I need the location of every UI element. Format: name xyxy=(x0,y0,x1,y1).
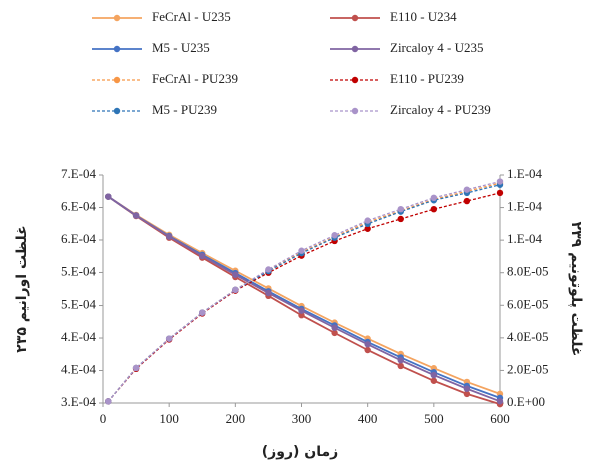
x-tick-label: 300 xyxy=(292,411,312,426)
data-point xyxy=(265,289,272,297)
data-point xyxy=(463,186,471,193)
data-point xyxy=(430,194,438,201)
y2-tick-label: 0.E+00 xyxy=(507,394,545,409)
data-point xyxy=(364,346,371,354)
legend-marker xyxy=(351,14,359,22)
legend-marker xyxy=(351,107,359,115)
legend-marker xyxy=(113,45,121,53)
x-tick-label: 400 xyxy=(358,411,378,426)
data-point xyxy=(397,215,404,223)
data-point xyxy=(430,371,438,379)
series-line xyxy=(107,192,501,402)
y2-tick-label: 1.E-04 xyxy=(507,231,543,246)
data-point xyxy=(165,233,173,240)
x-tick-label: 500 xyxy=(424,411,444,426)
legend-label: M5 - U235 xyxy=(152,40,210,55)
legend-label: FeCrAl - U235 xyxy=(152,9,231,24)
legend-label: E110 - PU239 xyxy=(390,71,464,86)
data-point xyxy=(496,189,504,197)
data-point xyxy=(132,212,140,219)
y-axis-title: غلظت اورانیم ۲۳۵ xyxy=(14,225,30,352)
data-point xyxy=(331,232,338,239)
data-point xyxy=(265,266,272,273)
data-point xyxy=(496,398,504,405)
data-point xyxy=(430,206,438,213)
y2-tick-label: 4.0E-05 xyxy=(507,329,549,344)
y2-tick-label: 8.0E-05 xyxy=(507,264,549,279)
data-point xyxy=(397,362,404,370)
y-tick-label: 7.E-04 xyxy=(61,166,97,181)
y-tick-label: 6.E-04 xyxy=(61,198,97,213)
series-line xyxy=(107,195,501,405)
data-point xyxy=(364,225,371,232)
legend-marker xyxy=(113,14,121,22)
series-line xyxy=(107,195,501,395)
legend-marker xyxy=(113,107,121,115)
series-line xyxy=(107,180,501,402)
data-point xyxy=(364,341,371,348)
legend-marker xyxy=(351,45,359,53)
x-tick-label: 200 xyxy=(226,411,246,426)
data-point xyxy=(165,335,173,342)
y2-tick-label: 1.E-04 xyxy=(507,199,543,214)
data-point xyxy=(463,197,471,205)
data-point xyxy=(298,247,305,254)
y-tick-label: 3.E-04 xyxy=(61,394,97,409)
data-point xyxy=(199,252,206,260)
x-tick-label: 100 xyxy=(159,411,179,426)
data-point xyxy=(364,217,371,224)
legend-label: FeCrAl - PU239 xyxy=(152,71,238,86)
x-axis-title: زمان (روز) xyxy=(262,444,338,460)
y-tick-label: 4.E-04 xyxy=(61,361,97,376)
x-tick-label: 600 xyxy=(490,411,510,426)
series-line xyxy=(107,184,501,402)
data-point xyxy=(496,178,504,185)
data-point xyxy=(463,390,471,398)
y-tick-label: 5.E-04 xyxy=(61,263,97,278)
data-point xyxy=(298,312,305,319)
y2-axis-title: غلظت پلوتونیم ۲۳۹ xyxy=(568,222,584,357)
data-point xyxy=(331,329,338,337)
data-point xyxy=(105,398,112,405)
legend-label: Zircaloy 4 - PU239 xyxy=(390,102,491,117)
data-point xyxy=(463,385,471,392)
legend-label: Zircaloy 4 - U235 xyxy=(390,40,484,55)
y2-tick-label: 2.0E-05 xyxy=(507,361,549,376)
data-point xyxy=(331,324,338,331)
data-point xyxy=(298,307,305,314)
legend-marker xyxy=(113,76,121,84)
y-tick-label: 5.E-04 xyxy=(61,297,97,312)
series-line xyxy=(107,182,501,402)
series-line xyxy=(107,195,501,399)
data-point xyxy=(232,286,239,294)
data-point xyxy=(232,271,239,278)
legend-marker xyxy=(351,76,359,84)
data-point xyxy=(397,206,404,213)
x-tick-label: 0 xyxy=(100,411,107,426)
data-point xyxy=(199,309,206,316)
legend-label: M5 - PU239 xyxy=(152,102,217,117)
y2-tick-label: 1.E-04 xyxy=(507,166,543,181)
y-tick-label: 4.E-04 xyxy=(61,329,97,344)
data-point xyxy=(430,377,438,384)
y2-tick-label: 6.0E-05 xyxy=(507,296,549,311)
y-tick-label: 6.E-04 xyxy=(61,231,97,246)
legend-label: E110 - U234 xyxy=(390,9,457,24)
data-point xyxy=(105,193,112,200)
data-point xyxy=(132,364,140,372)
data-point xyxy=(397,357,404,364)
